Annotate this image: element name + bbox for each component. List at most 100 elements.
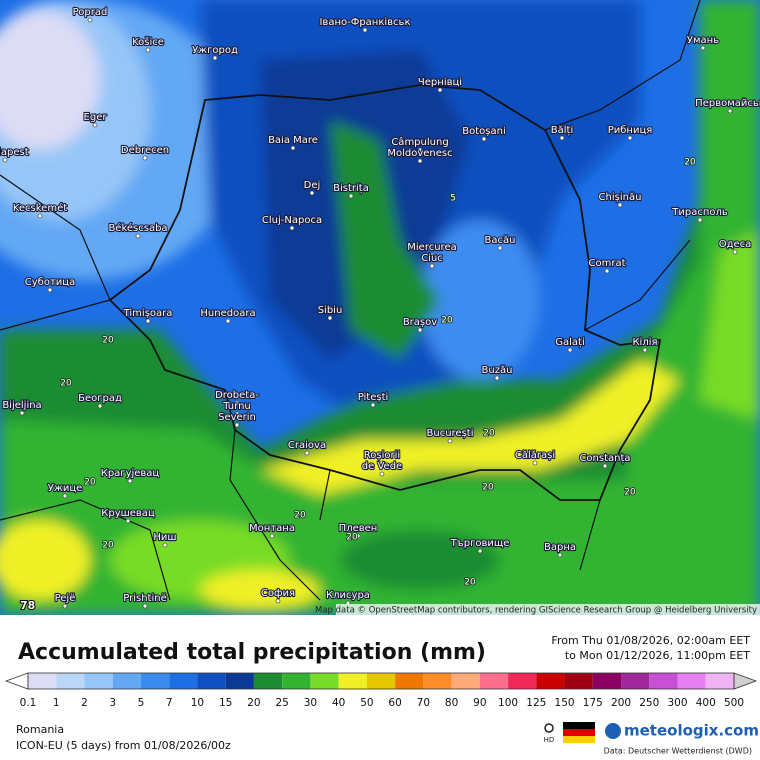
city-dot	[309, 190, 315, 196]
city-label: Монтана	[249, 523, 295, 534]
city-label: Pejë	[55, 593, 76, 604]
city-dot	[732, 249, 738, 255]
city-label: Comrat	[588, 258, 625, 269]
city-dot	[700, 45, 706, 51]
city-dot	[362, 27, 368, 33]
region: Romania	[16, 723, 64, 736]
zoom-icon[interactable]	[544, 723, 554, 733]
city-label: Кілія	[632, 336, 657, 348]
city-dot	[37, 213, 43, 219]
attribution-bg	[336, 604, 760, 615]
city-label: Baia Mare	[268, 135, 318, 146]
legend-label: 40	[332, 697, 345, 709]
legend-label: 15	[219, 697, 232, 709]
city-label: Търговище	[450, 538, 510, 549]
city-label: Chișinău	[599, 192, 642, 203]
legend-swatch	[479, 673, 509, 689]
city-dot	[348, 193, 354, 199]
city-dot	[697, 217, 703, 223]
city-dot	[355, 533, 361, 539]
city-label: Рибниця	[608, 125, 653, 136]
contour-label: 20	[441, 316, 453, 326]
city-dot	[617, 202, 623, 208]
legend-swatch	[621, 673, 650, 689]
city-label: Constanța	[579, 453, 630, 464]
legend-label: 2	[81, 697, 88, 709]
legend-label: 10	[191, 697, 204, 709]
legend-swatch	[310, 673, 339, 689]
contour-label: 20	[102, 541, 114, 551]
city-dot	[125, 518, 131, 524]
city-dot	[212, 55, 218, 61]
legend-swatch	[423, 673, 452, 689]
legend-swatch	[112, 673, 141, 689]
legend-label: 125	[526, 697, 546, 709]
flag	[563, 722, 595, 729]
legend-swatch	[508, 673, 537, 689]
city-dot	[417, 158, 423, 164]
brand[interactable]: meteologix.com	[624, 722, 759, 740]
legend-label: 500	[724, 697, 744, 709]
city-dot	[417, 147, 423, 153]
city-label: Ciuc	[421, 253, 443, 264]
city-label: Ниш	[153, 532, 176, 543]
city-dot	[142, 155, 148, 161]
contour-label: 20	[346, 533, 358, 543]
city-dot	[225, 318, 231, 324]
city-label: Craiova	[288, 440, 326, 451]
logo-icon	[605, 723, 621, 739]
city-dot	[417, 327, 423, 333]
city-label: Крагујевац	[101, 467, 160, 479]
city-label: Плевен	[339, 523, 378, 534]
legend-label: 30	[304, 697, 317, 709]
contour-label: 20	[684, 158, 696, 168]
legend-swatch	[395, 673, 424, 689]
city-label: Moldovenesc	[387, 148, 452, 159]
legend-arrow-low	[4, 672, 29, 690]
attribution: Map data © OpenStreetMap contributors, r…	[315, 606, 757, 616]
city-label: Poprad	[73, 7, 108, 18]
city-dot	[97, 403, 103, 409]
city-dot	[127, 478, 133, 484]
city-label: София	[261, 588, 295, 599]
city-dot	[481, 136, 487, 142]
map: Poprad Košice Ужгород Івано-Франківськ Умань…	[0, 0, 760, 616]
city-dot	[62, 493, 68, 499]
city-dot	[304, 450, 310, 456]
legend-arrow-high	[733, 672, 758, 690]
city-label: Severin	[218, 412, 256, 423]
period-to: to Mon 01/12/2026, 11:00pm EET	[565, 649, 750, 662]
city-label: Debrecen	[121, 145, 169, 156]
legend-frame	[27, 672, 735, 690]
legend-label: 3	[109, 697, 116, 709]
city-dot	[727, 108, 733, 114]
city-label: Суботица	[25, 277, 75, 288]
city-dot	[269, 533, 275, 539]
city-dot	[604, 268, 610, 274]
city-dot	[627, 135, 633, 141]
contour-label: 20	[102, 336, 114, 346]
city-dot	[142, 603, 148, 609]
city-dot	[234, 411, 240, 417]
legend-swatch	[28, 673, 57, 689]
city-label: Pitești	[358, 392, 389, 403]
legend-swatch	[564, 673, 593, 689]
legend-label: 175	[583, 697, 603, 709]
city-label: Одеса	[719, 239, 752, 250]
city-label: Hunedoara	[200, 308, 255, 319]
legend-swatch	[169, 673, 198, 689]
city-dot	[145, 318, 151, 324]
city-dot	[642, 347, 648, 353]
contour-label: 20	[84, 478, 96, 488]
legend-label: 400	[696, 697, 716, 709]
legend-label: 90	[473, 697, 486, 709]
city-dot	[145, 47, 151, 53]
flag	[563, 736, 595, 743]
city-dot	[162, 542, 168, 548]
legend-swatch	[282, 673, 311, 689]
city-label: Тирасполь	[671, 207, 728, 218]
legend-swatch	[451, 673, 480, 689]
legend-swatch	[56, 673, 85, 689]
legend-label: 5	[138, 697, 145, 709]
